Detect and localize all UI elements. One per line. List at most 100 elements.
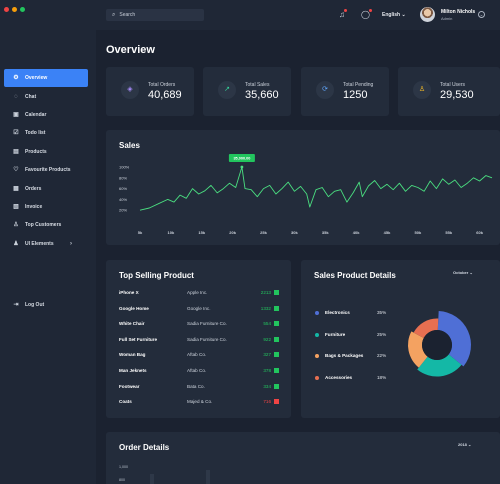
x-tick-label: 35k: [322, 230, 329, 235]
sidebar-item-calendar[interactable]: ▣ Calendar: [4, 106, 88, 124]
product-name: Full Set Furniture: [119, 336, 158, 342]
donut-hole: [422, 330, 452, 360]
sidebar: ⚙ Overview ◌ Chat ▣ Calendar ☑ Todo list ▤ Pr…: [0, 0, 96, 484]
legend-percent: 25%: [377, 331, 387, 337]
sidebar-item-top-customers[interactable]: ♙ Top Customers: [4, 216, 88, 234]
avatar[interactable]: [420, 7, 435, 22]
legend-swatch: [315, 311, 319, 315]
year-select[interactable]: 2018 ⌄: [458, 442, 471, 447]
sales-peak-point[interactable]: [240, 165, 244, 169]
stat-card-total-users: ♙ Total Users 29,530: [398, 67, 500, 116]
sales-series-line: [139, 166, 493, 211]
sidebar-item-favourite-products[interactable]: ♡ Favourite Products: [4, 161, 88, 179]
chevron-right-icon: ›: [70, 240, 72, 247]
gear-icon: ⚙: [13, 75, 19, 82]
table-row[interactable]: iPhone X Apple Inc. 2213: [119, 289, 279, 298]
window-controls: [4, 7, 25, 12]
period-label: October: [453, 270, 469, 275]
table-row[interactable]: Google Home Google Inc. 1332: [119, 305, 279, 314]
sidebar-item-label: Overview: [25, 75, 48, 82]
donut-slice[interactable]: [413, 318, 439, 338]
table-row[interactable]: Footwear Bata Co. 334: [119, 383, 279, 392]
sidebar-item-orders[interactable]: ▦ Orders: [4, 179, 88, 197]
chat-icon: ◯: [361, 10, 370, 19]
y-tick-label: 80%: [119, 175, 127, 180]
sidebar-item-chat[interactable]: ◌ Chat: [4, 87, 88, 105]
product-company: Sadia Furniture Co.: [187, 321, 227, 327]
page-title: Overview: [106, 44, 155, 56]
status-square: [274, 336, 279, 342]
product-donut-chart: [408, 311, 471, 377]
status-square: [274, 368, 279, 373]
x-tick-label: 15k: [198, 230, 205, 235]
messages-button[interactable]: ◯: [361, 9, 372, 19]
legend-item: Accessories 18%: [315, 375, 393, 383]
search-icon: ⌕: [112, 11, 116, 18]
sidebar-item-overview[interactable]: ⚙ Overview: [4, 69, 88, 88]
product-company: Sadia Furniture Co.: [187, 336, 227, 342]
x-tick-label: 40k: [353, 230, 360, 235]
minimize-window-button[interactable]: [12, 7, 17, 12]
legend-label: Accessories: [325, 374, 353, 380]
sidebar-item-products[interactable]: ▤ Products: [4, 143, 88, 161]
x-tick-label: 30k: [291, 230, 298, 235]
table-row[interactable]: Woman Bag Aftab Co. 327: [119, 351, 279, 360]
cart-icon: ▦: [13, 185, 19, 192]
search-placeholder: Search: [119, 12, 136, 18]
search-input[interactable]: ⌕ Search: [106, 9, 204, 21]
sidebar-item-invoice[interactable]: ▧ Invoice: [4, 198, 88, 216]
table-row[interactable]: White Chair Sadia Furniture Co. 554: [119, 320, 279, 329]
sidebar-item-label: Todo list: [25, 130, 46, 137]
y-tick-label: 20%: [119, 208, 127, 213]
notifications-button[interactable]: ♫: [339, 9, 347, 19]
notification-dot: [344, 9, 347, 12]
sales-card: Sales 100% 80% 60% 40% 20% 5k 10k 15k 20k 25k 30k 3…: [106, 130, 500, 245]
box-icon: ▤: [13, 148, 19, 155]
sidebar-item-todo-list[interactable]: ☑ Todo list: [4, 124, 88, 142]
donut-slice[interactable]: [437, 311, 471, 367]
donut-slice[interactable]: [417, 354, 462, 377]
sidebar-item-label: Top Customers: [25, 222, 62, 229]
stat-value: 1250: [343, 89, 368, 101]
stat-card-total-orders: ◈ Total Orders 40,689: [106, 67, 194, 116]
table-row[interactable]: Man Jeknets Aftab Co. 378: [119, 367, 279, 376]
product-company: Majed & Co.: [187, 399, 213, 405]
donut-slice[interactable]: [408, 331, 428, 368]
user-role: Admin: [441, 16, 453, 21]
status-square: [274, 305, 279, 311]
product-name: Woman Bag: [119, 352, 146, 358]
legend-percent: 18%: [377, 374, 387, 380]
close-window-button[interactable]: [4, 7, 9, 12]
y-tick-label: 100%: [119, 165, 130, 170]
product-company: Aftab Co.: [187, 352, 207, 358]
sidebar-item-label: Orders: [25, 185, 42, 192]
product-value: 716: [263, 399, 271, 405]
user-menu-button[interactable]: ⌄: [478, 11, 485, 18]
legend-swatch: [315, 332, 319, 337]
logout-button[interactable]: ⇥ Log Out: [4, 296, 88, 314]
legend-label: Furniture: [325, 331, 346, 337]
period-select[interactable]: October ⌄: [453, 270, 473, 275]
sidebar-item-ui-elements[interactable]: ♟ UI Elements ›: [4, 235, 88, 253]
legend-percent: 35%: [377, 310, 387, 315]
table-row[interactable]: Full Set Furniture Sadia Furniture Co. 922: [119, 336, 279, 345]
table-row[interactable]: Coats Majed & Co. 716: [119, 398, 279, 407]
product-details-title: Sales Product Details: [314, 271, 396, 280]
sidebar-item-label: Calendar: [25, 111, 47, 118]
legend-label: Bags & Packages: [325, 353, 364, 358]
calendar-icon: ▣: [13, 111, 19, 118]
maximize-window-button[interactable]: [20, 7, 25, 12]
logout-area: ⇥ Log Out: [4, 296, 88, 314]
product-name: White Chair: [119, 321, 145, 327]
order-details-title: Order Details: [119, 443, 170, 452]
language-select[interactable]: English ⌄: [382, 12, 406, 18]
users-icon: ♟: [13, 240, 19, 247]
stat-card-total-sales: ↗ Total Sales 35,660: [203, 67, 291, 116]
heart-icon: ♡: [13, 167, 19, 174]
product-company: Google Inc.: [187, 305, 211, 311]
product-company: Bata Co.: [187, 383, 205, 389]
product-name: Coats: [119, 399, 132, 405]
user-icon: ♙: [413, 81, 431, 99]
product-value: 1332: [260, 305, 271, 311]
sales-tooltip: [228, 154, 255, 162]
